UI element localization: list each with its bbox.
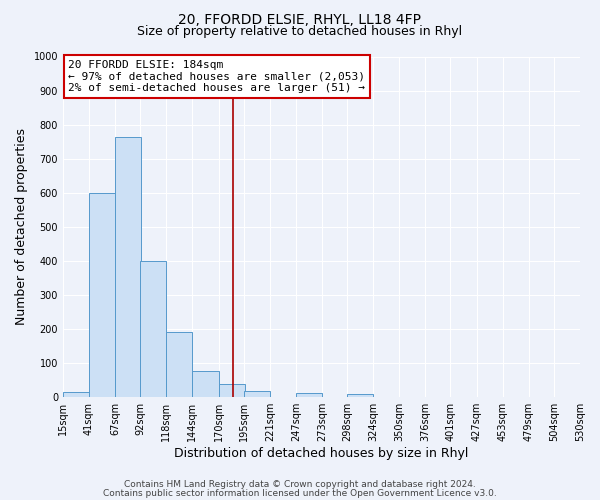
X-axis label: Distribution of detached houses by size in Rhyl: Distribution of detached houses by size … — [174, 447, 469, 460]
Bar — [115, 136, 141, 397]
Bar — [140, 261, 166, 397]
Text: Contains HM Land Registry data © Crown copyright and database right 2024.: Contains HM Land Registry data © Crown c… — [124, 480, 476, 489]
Bar — [193, 370, 218, 397]
Bar — [89, 193, 115, 397]
Text: Size of property relative to detached houses in Rhyl: Size of property relative to detached ho… — [137, 25, 463, 38]
Bar — [166, 332, 193, 397]
Y-axis label: Number of detached properties: Number of detached properties — [15, 128, 28, 326]
Bar — [347, 394, 373, 397]
Text: 20, FFORDD ELSIE, RHYL, LL18 4FP: 20, FFORDD ELSIE, RHYL, LL18 4FP — [179, 12, 421, 26]
Bar — [218, 384, 245, 397]
Bar — [63, 392, 89, 397]
Text: Contains public sector information licensed under the Open Government Licence v3: Contains public sector information licen… — [103, 488, 497, 498]
Bar — [296, 393, 322, 397]
Text: 20 FFORDD ELSIE: 184sqm
← 97% of detached houses are smaller (2,053)
2% of semi-: 20 FFORDD ELSIE: 184sqm ← 97% of detache… — [68, 60, 365, 93]
Bar — [244, 391, 270, 397]
